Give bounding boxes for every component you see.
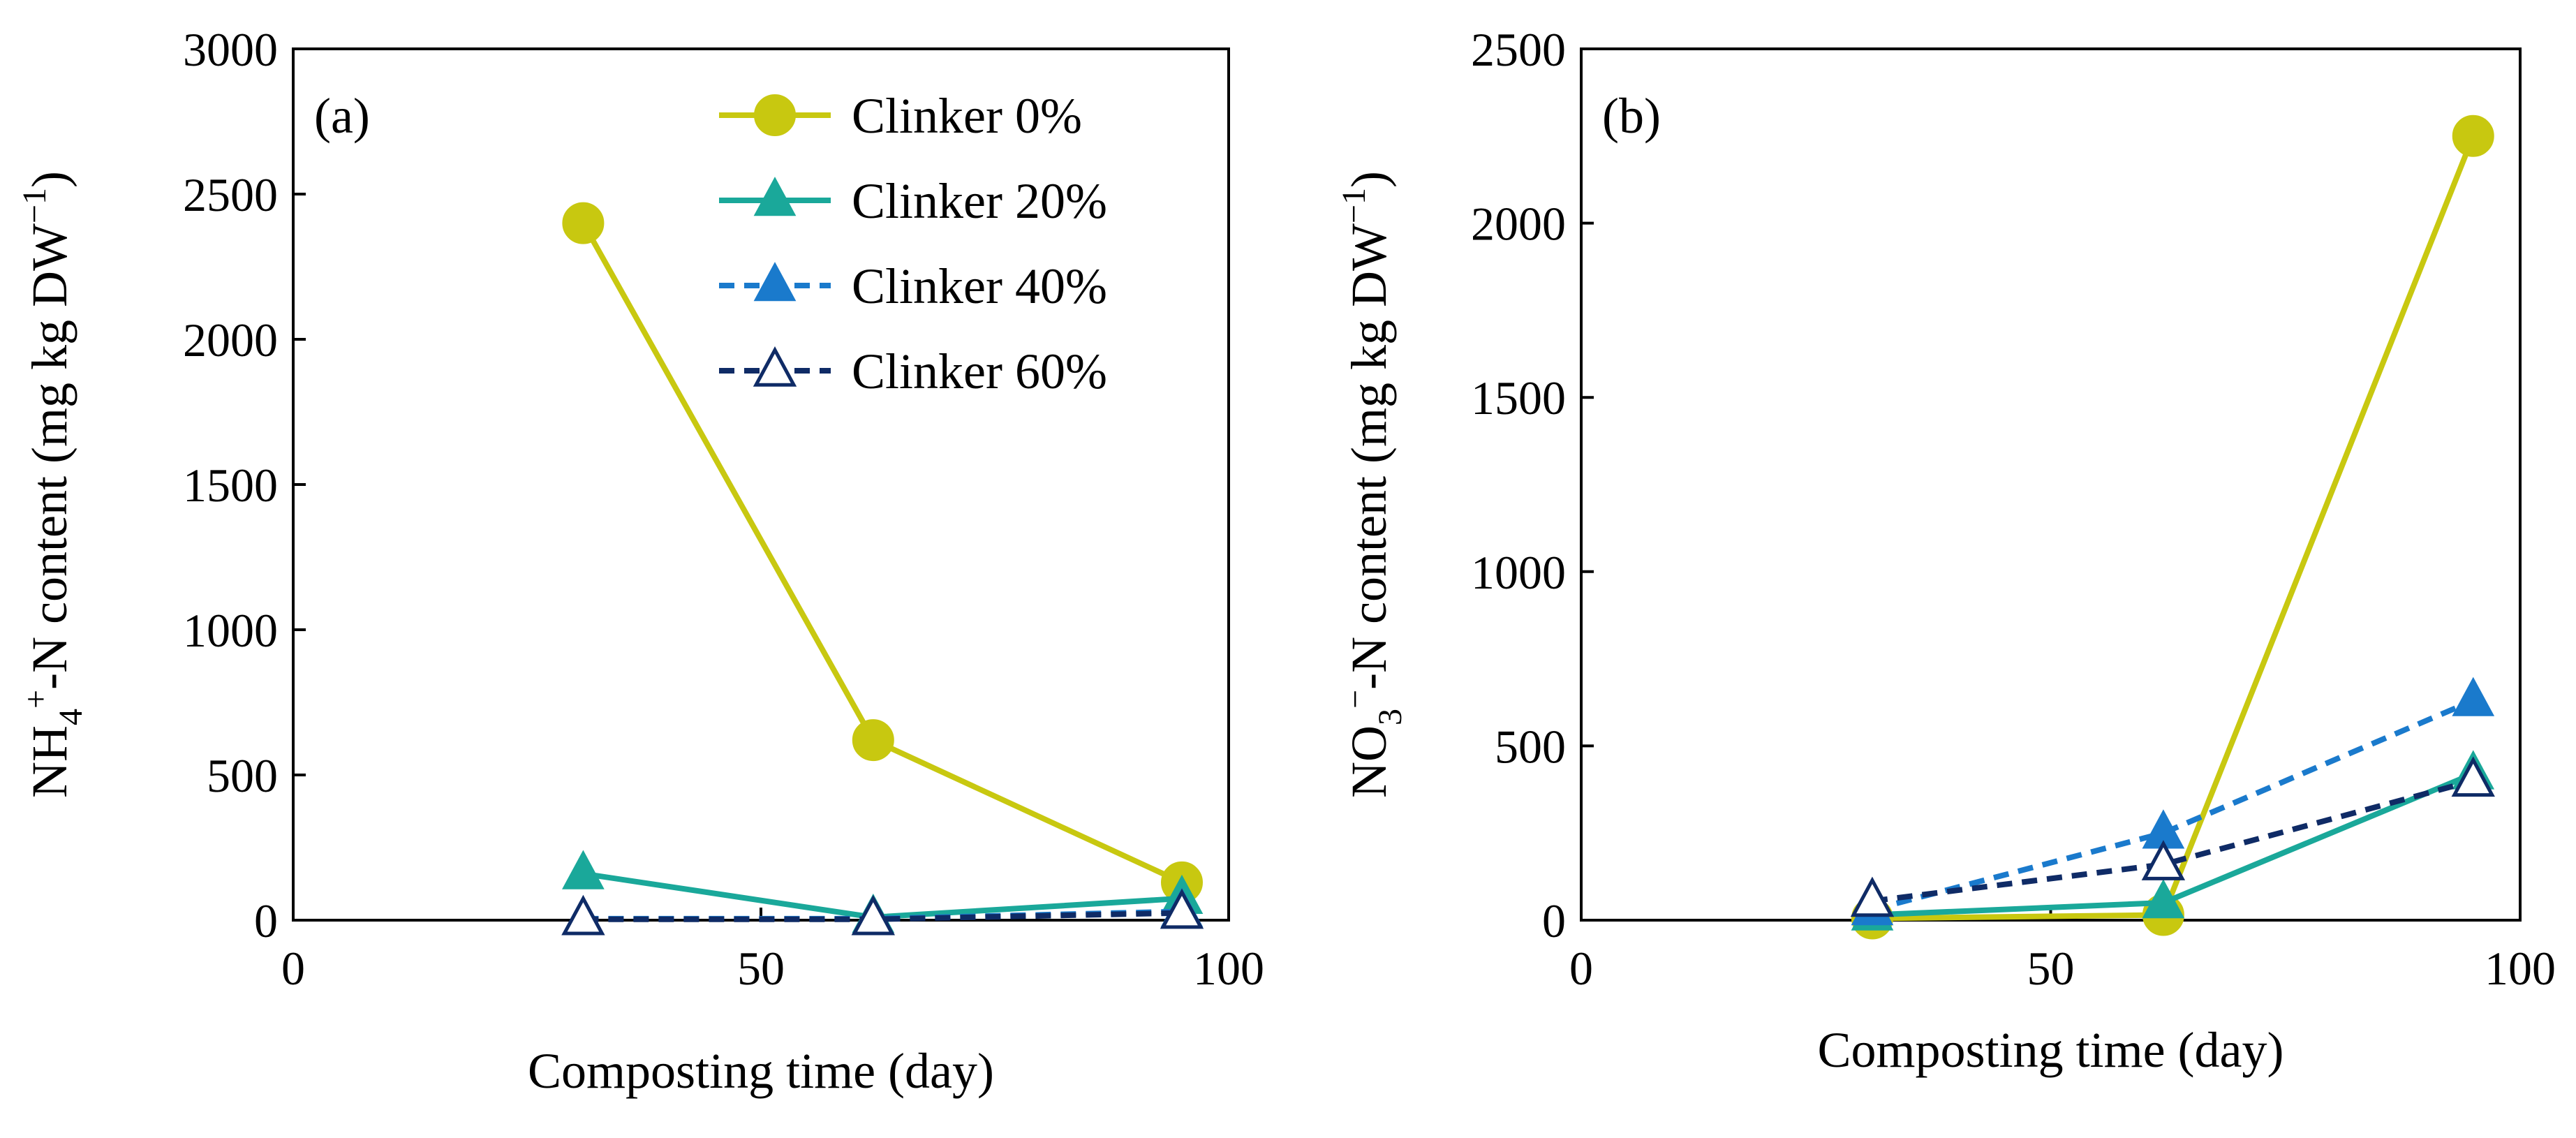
- y-tick-label: 0: [1542, 894, 1566, 947]
- y-tick-label: 500: [207, 749, 278, 802]
- legend-label: Clinker 60%: [852, 343, 1107, 399]
- plot-frame: [1580, 47, 2522, 922]
- series-clinker-60-: [1850, 756, 2495, 917]
- y-tick-label: 2000: [183, 313, 278, 367]
- x-tick-label: 100: [1193, 942, 1264, 995]
- x-tick-label: 0: [281, 942, 305, 995]
- y-tick-label: 2500: [1471, 23, 1566, 76]
- data-point: [562, 850, 605, 889]
- data-point: [851, 894, 895, 936]
- data-point: [1160, 888, 1204, 929]
- legend-marker: [753, 177, 797, 216]
- y-tick-label: 1500: [183, 459, 278, 512]
- series-line: [1872, 778, 2474, 904]
- chart-panel-a: 0 500 1000 1500 2000 2500 3000 0 50 100 (a) Compost…: [16, 23, 1264, 1099]
- series-clinker-0-: [1851, 114, 2494, 940]
- data-point: [1850, 876, 1895, 917]
- data-point: [2142, 879, 2185, 919]
- y-tick-label: 1000: [183, 604, 278, 657]
- y-tick-label: 2500: [183, 168, 278, 221]
- series-line: [580, 221, 1183, 885]
- legend-label: Clinker 0%: [852, 88, 1082, 144]
- x-tick-label: 0: [1569, 942, 1593, 995]
- y-tick-label: 1500: [1471, 371, 1566, 424]
- data-point: [2451, 756, 2495, 797]
- panel-label: (b): [1602, 88, 1661, 144]
- data-point: [562, 202, 605, 244]
- chart-panel-b: 0 500 1000 1500 2000 2500 0 50 100 (b) Composting …: [1335, 23, 2556, 1078]
- data-point: [852, 719, 894, 762]
- legend-marker: [754, 94, 796, 136]
- data-point: [2452, 677, 2495, 716]
- panel-label: (a): [314, 88, 370, 144]
- series-line: [1872, 135, 2476, 922]
- y-tick-label: 3000: [183, 23, 278, 76]
- y-tick-label: 2000: [1471, 198, 1566, 251]
- y-axis-label: NH4+-N content (mg kg DW−1): [16, 171, 89, 798]
- legend-marker: [753, 262, 797, 302]
- x-axis-label: Composting time (day): [1818, 1022, 2284, 1078]
- series-line: [582, 871, 1183, 920]
- x-tick-label: 100: [2485, 942, 2556, 995]
- legend-label: Clinker 20%: [852, 173, 1107, 229]
- y-axis-label: NO3−-N content (mg kg DW−1): [1335, 171, 1409, 798]
- x-axis-label: Composting time (day): [528, 1043, 994, 1099]
- data-point: [2141, 840, 2186, 880]
- legend-label: Clinker 40%: [852, 258, 1107, 314]
- legend: Clinker 0% Clinker 20% Clinker 40% Clinker …: [719, 88, 1107, 399]
- x-tick-label: 50: [2027, 942, 2075, 995]
- y-tick-label: 0: [254, 894, 278, 947]
- legend-marker: [753, 346, 797, 387]
- x-tick-label: 50: [737, 942, 785, 995]
- series-clinker-0-: [562, 202, 1203, 903]
- y-tick-label: 500: [1495, 720, 1566, 773]
- y-tick-label: 1000: [1471, 546, 1566, 599]
- data-point: [561, 894, 605, 936]
- series-clinker-60-: [561, 888, 1204, 936]
- data-point: [2452, 114, 2494, 157]
